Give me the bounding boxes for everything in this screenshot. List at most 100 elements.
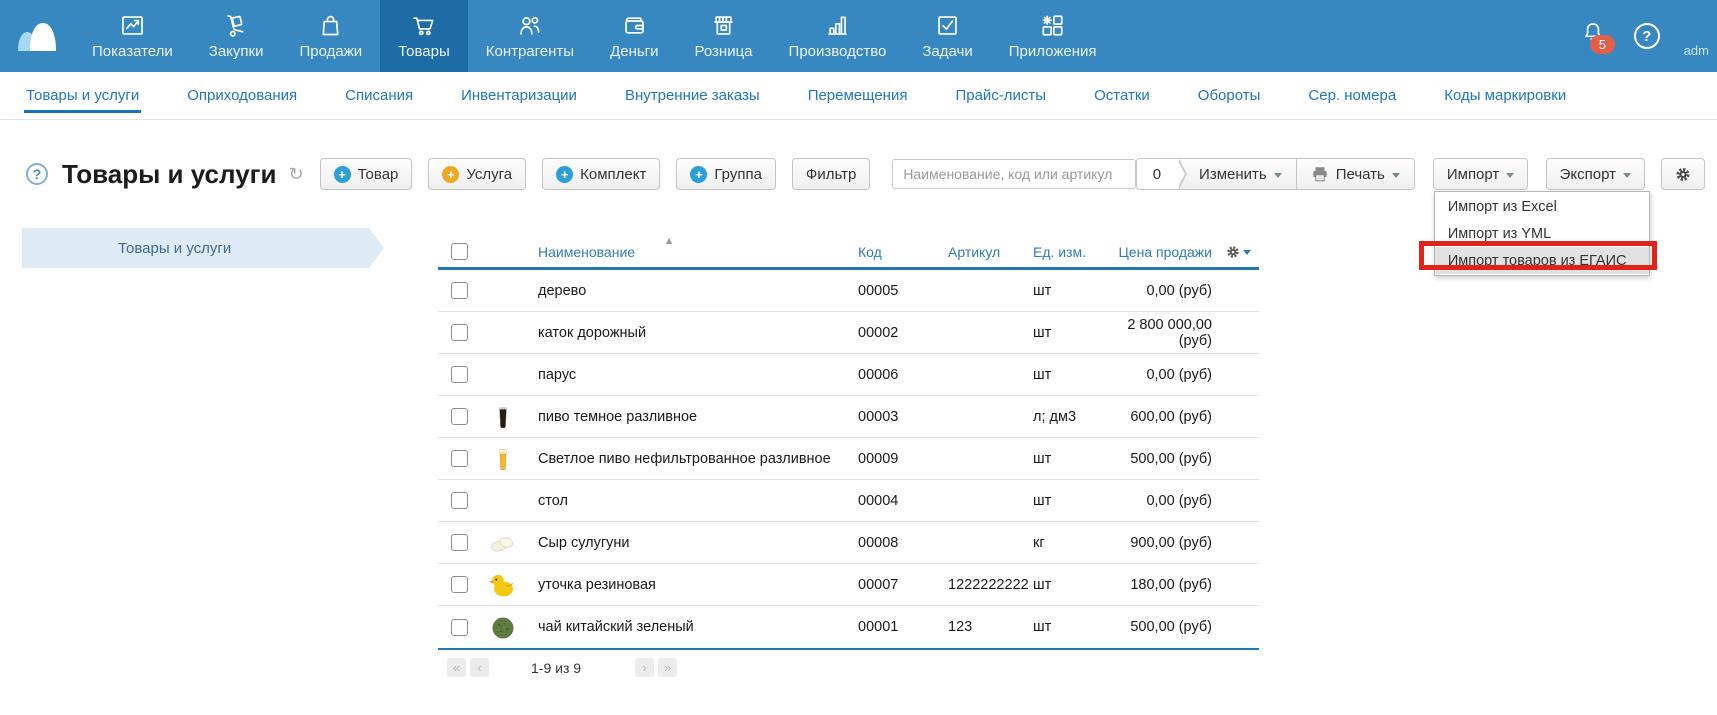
table-row[interactable]: стол 00004 шт 0,00 (руб)	[438, 480, 1259, 522]
nav-item-retail[interactable]: Розница	[677, 0, 771, 72]
cell-name[interactable]: каток дорожный	[538, 324, 647, 341]
import-dropdown-button[interactable]: Импорт	[1432, 158, 1529, 190]
cell-unit: шт	[1033, 366, 1052, 383]
last-page-button[interactable]: »	[658, 658, 678, 677]
prev-page-button[interactable]: ‹	[470, 658, 489, 677]
nav-item-goods[interactable]: Товары	[380, 0, 468, 72]
row-checkbox[interactable]	[451, 534, 468, 551]
import-menu-item-3[interactable]: Импорт товаров из ЕГАИС	[1434, 247, 1649, 274]
tab-3[interactable]: Списания	[345, 87, 414, 104]
product-thumbnail	[480, 571, 526, 598]
column-header-price[interactable]: Цена продажи	[1118, 243, 1212, 260]
create-товар-button[interactable]: + Товар	[319, 158, 413, 190]
tab-2[interactable]: Оприходования	[187, 87, 298, 104]
фильтр-button[interactable]: Фильтр	[791, 158, 871, 190]
user-menu[interactable]: adm	[1683, 43, 1709, 58]
row-checkbox[interactable]	[451, 282, 468, 299]
column-header-name[interactable]: Наименование	[538, 243, 636, 260]
cheese-thumbnail	[491, 536, 514, 552]
print-dropdown-button[interactable]: Печать	[1295, 159, 1414, 189]
nav-item-money[interactable]: Деньги	[592, 0, 676, 72]
sidebar-item-goods-services[interactable]: Товары и услуги	[22, 228, 384, 268]
page-help-icon[interactable]: ?	[26, 163, 48, 185]
nav-item-label: Продажи	[299, 43, 363, 60]
cell-unit: л; дм3	[1033, 408, 1077, 425]
tab-5[interactable]: Внутренние заказы	[624, 87, 760, 104]
gear-icon	[1227, 245, 1239, 258]
help-button[interactable]: ?	[1633, 23, 1660, 49]
nav-item-apps[interactable]: Приложения	[991, 0, 1115, 72]
notifications-button[interactable]: 5	[1580, 19, 1615, 54]
cell-name[interactable]: Светлое пиво нефильтрованное разливное	[538, 450, 831, 467]
import-menu-item-1[interactable]: Импорт из Excel	[1447, 198, 1557, 215]
cell-name[interactable]: парус	[538, 366, 577, 383]
tab-11[interactable]: Коды маркировки	[1444, 87, 1567, 104]
table-row[interactable]: каток дорожный 00002 шт 2 800 000,00 (руб)	[438, 312, 1259, 354]
settings-gear-button[interactable]	[1661, 158, 1705, 190]
row-checkbox[interactable]	[451, 450, 468, 467]
cell-name[interactable]: стол	[538, 492, 568, 509]
cell-name[interactable]: дерево	[538, 282, 587, 299]
table-header: Наименование Код Артикул Ед. изм. Цена прода…	[438, 236, 1259, 270]
row-checkbox[interactable]	[451, 576, 468, 593]
money-icon	[621, 12, 648, 39]
table-row[interactable]: чай китайский зеленый 00001 123 шт 500,00 (р…	[438, 606, 1259, 648]
tab-9[interactable]: Обороты	[1197, 87, 1261, 104]
import-menu-item-2[interactable]: Импорт из YML	[1447, 225, 1552, 242]
refresh-icon[interactable]: ↻	[288, 163, 304, 185]
cell-article: 1222222222	[948, 576, 1029, 593]
row-checkbox[interactable]	[451, 618, 468, 636]
cell-price: 600,00 (руб)	[1130, 408, 1212, 425]
nav-item-label: Закупки	[208, 43, 264, 60]
column-header-unit[interactable]: Ед. изм.	[1033, 243, 1087, 260]
create-группа-button[interactable]: + Группа	[676, 158, 776, 190]
column-settings-button[interactable]	[1218, 245, 1259, 259]
cell-name[interactable]: чай китайский зеленый	[538, 619, 694, 635]
export-dropdown-button[interactable]: Экспорт	[1545, 158, 1645, 190]
cell-code: 00006	[858, 366, 899, 383]
app-logo[interactable]	[0, 0, 74, 72]
nav-item-label: Товары	[398, 43, 450, 60]
row-checkbox[interactable]	[451, 492, 468, 509]
table-row[interactable]: парус 00006 шт 0,00 (руб)	[438, 354, 1259, 396]
first-page-button[interactable]: «	[447, 658, 466, 677]
tab-10[interactable]: Сер. номера	[1308, 87, 1397, 104]
product-thumbnail	[480, 445, 526, 473]
nav-item-tasks[interactable]: Задачи	[904, 0, 990, 72]
cell-name[interactable]: пиво темное разливное	[538, 408, 698, 425]
tab-7[interactable]: Прайс-листы	[955, 87, 1047, 104]
create-услуга-button[interactable]: + Услуга	[428, 158, 527, 190]
edit-dropdown-button[interactable]: Изменить	[1179, 159, 1296, 189]
tab-8[interactable]: Остатки	[1094, 87, 1150, 104]
row-checkbox[interactable]	[451, 324, 468, 341]
nav-item-partners[interactable]: Контрагенты	[468, 0, 592, 72]
cell-price: 900,00 (руб)	[1130, 534, 1212, 551]
printer-icon	[1312, 167, 1327, 182]
chevron-down-icon	[1273, 172, 1282, 178]
create-комплект-button[interactable]: + Комплект	[542, 158, 661, 190]
nav-item-indicators[interactable]: Показатели	[74, 0, 191, 72]
tab-1[interactable]: Товары и услуги	[2, 72, 163, 119]
cell-name[interactable]: уточка резиновая	[538, 576, 656, 593]
table-row[interactable]: дерево 00005 шт 0,00 (руб)	[438, 270, 1259, 312]
column-header-article[interactable]: Артикул	[948, 243, 1001, 260]
table-row[interactable]: уточка резиновая 00007 1222222222 шт 180,00 …	[438, 564, 1259, 606]
nav-item-label: Деньги	[610, 43, 659, 60]
table-row[interactable]: Сыр сулугуни 00008 кг 900,00 (руб)	[438, 522, 1259, 564]
next-page-button[interactable]: ›	[635, 658, 655, 677]
cell-name[interactable]: Сыр сулугуни	[538, 534, 630, 551]
row-checkbox[interactable]	[451, 366, 468, 383]
production-icon	[824, 12, 851, 39]
nav-item-purchases[interactable]: Закупки	[191, 0, 282, 72]
tab-4[interactable]: Инвентаризации	[461, 87, 577, 104]
select-all-checkbox[interactable]	[451, 243, 468, 260]
selected-counter: 0	[1136, 159, 1188, 189]
row-checkbox[interactable]	[451, 408, 468, 425]
search-input[interactable]	[892, 159, 1136, 189]
table-row[interactable]: Светлое пиво нефильтрованное разливное 00…	[438, 438, 1259, 480]
nav-item-production[interactable]: Производство	[771, 0, 905, 72]
column-header-code[interactable]: Код	[858, 243, 882, 260]
nav-item-sales[interactable]: Продажи	[281, 0, 380, 72]
table-row[interactable]: пиво темное разливное 00003 л; дм3 600,00 (…	[438, 396, 1259, 438]
tab-6[interactable]: Перемещения	[807, 87, 908, 104]
